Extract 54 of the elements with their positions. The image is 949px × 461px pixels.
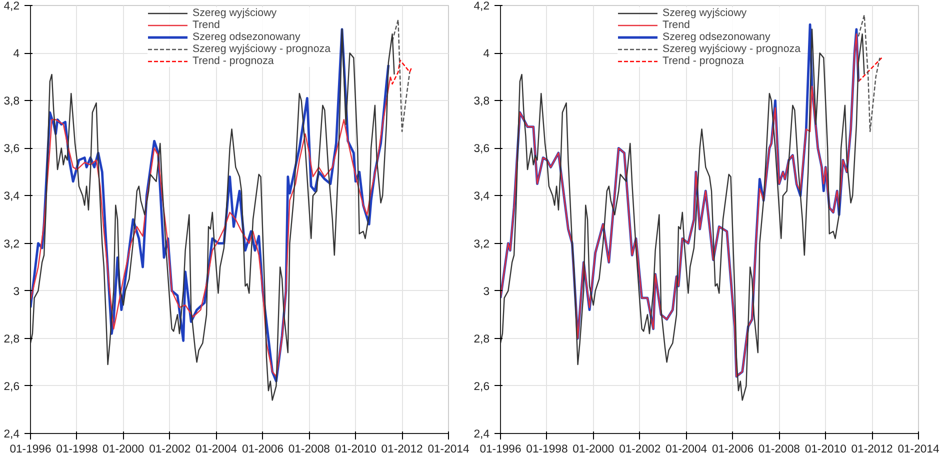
- x-tick-label: 01-1998: [526, 444, 568, 456]
- y-tick-label: 3,6: [474, 143, 490, 156]
- x-tick-label: 01-2010: [334, 444, 376, 456]
- y-tick-label: 3,2: [4, 238, 20, 250]
- x-tick-label: 01-1998: [56, 444, 98, 456]
- y-tick-label: 4,2: [4, 0, 20, 12]
- y-tick-label: 2,4: [474, 428, 490, 440]
- x-tick-label: 01-2004: [665, 444, 708, 456]
- legend-label: Szereg wyjściowy - prognoza: [662, 43, 800, 55]
- legend-label: Trend - prognoza: [192, 55, 274, 67]
- y-tick-label: 3,2: [474, 238, 490, 250]
- y-tick-label: 3: [483, 286, 490, 298]
- y-tick-label: 2,8: [474, 333, 490, 346]
- y-tick-label: 3,4: [474, 190, 490, 203]
- legend-label: Szereg wyjściowy: [192, 7, 277, 19]
- x-tick-label: 01-2008: [288, 444, 330, 456]
- x-tick-label: 01-2000: [102, 444, 144, 456]
- legend-label: Szereg wyjściowy: [662, 7, 747, 19]
- y-tick-label: 2,4: [4, 428, 20, 440]
- x-tick-label: 01-2012: [851, 444, 893, 456]
- x-tick-label: 01-2002: [619, 444, 661, 456]
- legend-label: Szereg odsezonowany: [662, 31, 770, 43]
- x-tick-label: 01-2008: [758, 444, 800, 456]
- x-tick-label: 01-2002: [149, 444, 191, 456]
- line-series: [30, 76, 391, 378]
- legend-label: Trend: [192, 19, 220, 31]
- x-tick-label: 01-2006: [712, 444, 754, 456]
- legend-label: Trend - prognoza: [662, 55, 744, 67]
- x-tick-label: 01-2014: [898, 444, 940, 456]
- x-tick-label: 01-2012: [381, 444, 423, 456]
- x-tick-label: 01-2006: [242, 444, 284, 456]
- line-series: [392, 19, 410, 132]
- legend-label: Szereg wyjściowy - prognoza: [192, 43, 330, 55]
- y-tick-label: 2,8: [4, 333, 20, 346]
- legend-label: Szereg odsezonowany: [192, 31, 300, 43]
- y-tick-label: 4: [483, 48, 490, 60]
- x-tick-label: 01-2010: [804, 444, 846, 456]
- legend-label: Trend: [662, 19, 690, 31]
- x-tick-label: 01-2014: [428, 444, 470, 456]
- x-tick-label: 01-1996: [480, 444, 522, 456]
- y-tick-label: 3,8: [4, 96, 20, 108]
- y-tick-label: 4,2: [474, 0, 490, 12]
- y-tick-label: 3,4: [4, 190, 20, 203]
- y-tick-label: 2,6: [4, 380, 20, 393]
- x-tick-label: 01-2004: [195, 444, 238, 456]
- y-tick-label: 3,6: [4, 143, 20, 156]
- y-tick-label: 4: [13, 48, 20, 60]
- x-tick-label: 01-2000: [572, 444, 614, 456]
- y-tick-label: 2,6: [474, 380, 490, 393]
- x-tick-label: 01-1996: [10, 444, 52, 456]
- line-series: [390, 60, 412, 85]
- y-tick-label: 3,8: [474, 96, 490, 108]
- y-tick-label: 3: [13, 286, 20, 298]
- line-series: [858, 14, 880, 132]
